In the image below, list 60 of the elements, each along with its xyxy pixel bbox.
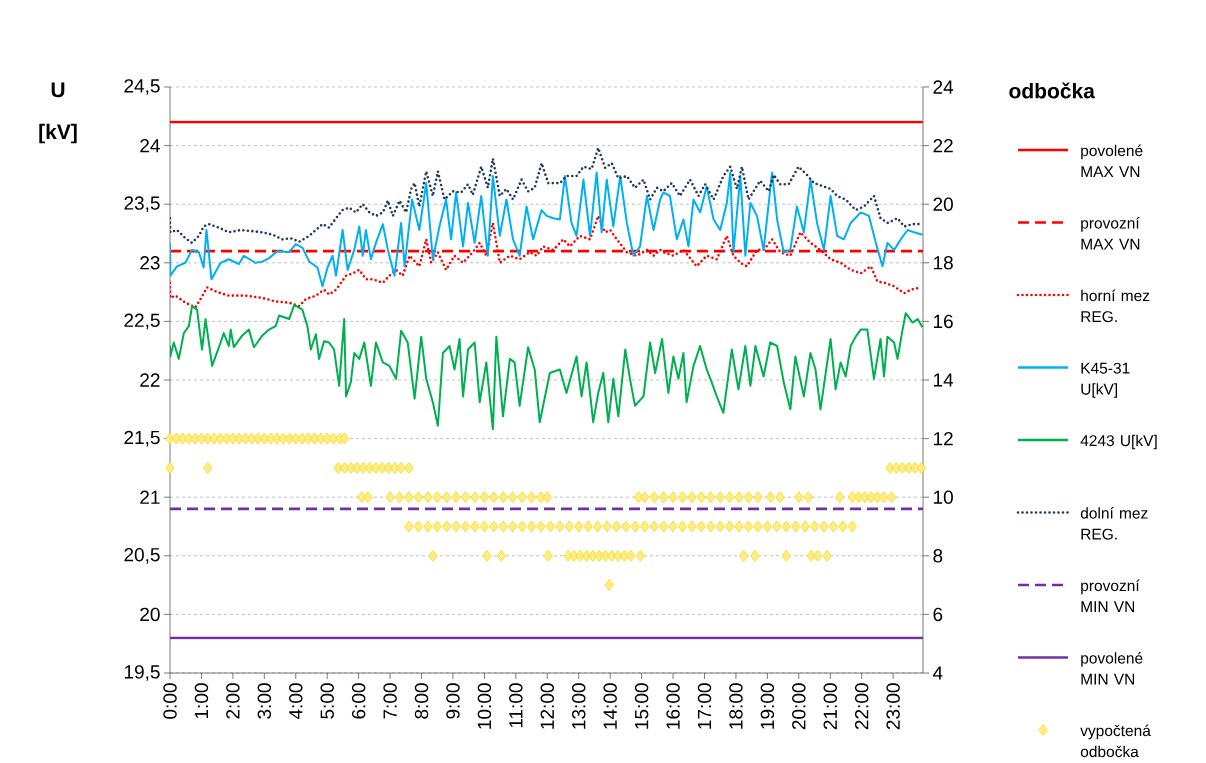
x-tick-label: 18:00 — [729, 683, 743, 729]
y-tick-label: 22 — [140, 373, 160, 387]
y-tick-label: 24,5 — [124, 79, 160, 95]
line-series — [170, 303, 924, 431]
x-tick-label: 14:00 — [603, 683, 617, 729]
y2-tick-label: 22 — [933, 138, 953, 153]
y-tick-label: 24 — [140, 138, 160, 153]
y-tick-label: 22,5 — [124, 313, 160, 330]
legend-label: povolené MAX VN — [1081, 144, 1143, 177]
x-tick-label: 12:00 — [540, 683, 555, 729]
legend-label: provozní MAX VN — [1081, 217, 1140, 250]
x-tick-label: 23:00 — [886, 683, 900, 730]
y2-tick-label: 24 — [933, 80, 954, 94]
x-tick-label: 22:00 — [854, 683, 869, 730]
x-tick-label: 4:00 — [289, 683, 303, 720]
y2-tick-label: 6 — [933, 607, 943, 622]
y-tick-label: 23 — [140, 256, 160, 270]
legend-label: K45-31 U[kV] — [1081, 362, 1130, 398]
y-tick-label: 21,5 — [124, 430, 160, 447]
y-tick-label: 19,5 — [124, 665, 160, 681]
x-tick-label: 7:00 — [383, 683, 397, 719]
x-tick-label: 10:00 — [477, 683, 492, 729]
x-tick-label: 8:00 — [414, 683, 429, 719]
y-tick-label: 23,5 — [124, 196, 160, 213]
x-tick-label: 0:00 — [163, 683, 177, 719]
legend-label: provozní MIN VN — [1081, 579, 1140, 612]
x-tick-label: 20:00 — [792, 683, 806, 730]
y2-tick-label: 18 — [933, 256, 953, 270]
x-tick-label: 5:00 — [320, 683, 334, 719]
y2-tick-label: 4 — [932, 666, 943, 680]
legend-label: povolené MIN VN — [1081, 652, 1143, 685]
x-tick-label: 6:00 — [351, 683, 366, 719]
x-tick-label: 1:00 — [194, 683, 209, 719]
y2-tick-label: 14 — [933, 373, 954, 387]
y2-tick-label: 12 — [933, 431, 953, 446]
legend-label: vypočtená odbočka — [1080, 724, 1151, 758]
x-tick-label: 21:00 — [823, 683, 837, 730]
x-tick-label: 19:00 — [760, 683, 775, 729]
y2-tick-label: 20 — [933, 197, 953, 211]
y2-axis-title: odbočka — [1009, 82, 1096, 99]
y-tick-label: 20,5 — [124, 547, 160, 564]
legend-label: 4243 U[kV] — [1080, 434, 1157, 450]
y2-tick-label: 10 — [933, 490, 953, 504]
x-tick-label: 17:00 — [697, 683, 712, 729]
y-tick-label: 20 — [140, 607, 160, 622]
x-tick-label: 3:00 — [257, 683, 272, 719]
x-tick-label: 13:00 — [572, 683, 586, 729]
y-tick-label: 21 — [140, 490, 160, 504]
text: U [kV] — [39, 82, 77, 144]
x-tick-label: 15:00 — [634, 683, 649, 729]
x-tick-label: 11:00 — [509, 683, 523, 728]
x-tick-label: 9:00 — [446, 683, 460, 719]
line-series — [170, 146, 923, 245]
y2-tick-label: 8 — [933, 549, 943, 563]
x-tick-label: 16:00 — [666, 683, 680, 729]
legend-label: dolní mez REG. — [1080, 507, 1148, 540]
legend-label: horní mez REG. — [1081, 289, 1150, 323]
line-series — [170, 171, 924, 288]
x-tick-label: 2:00 — [226, 683, 240, 719]
y2-tick-label: 16 — [933, 314, 953, 329]
